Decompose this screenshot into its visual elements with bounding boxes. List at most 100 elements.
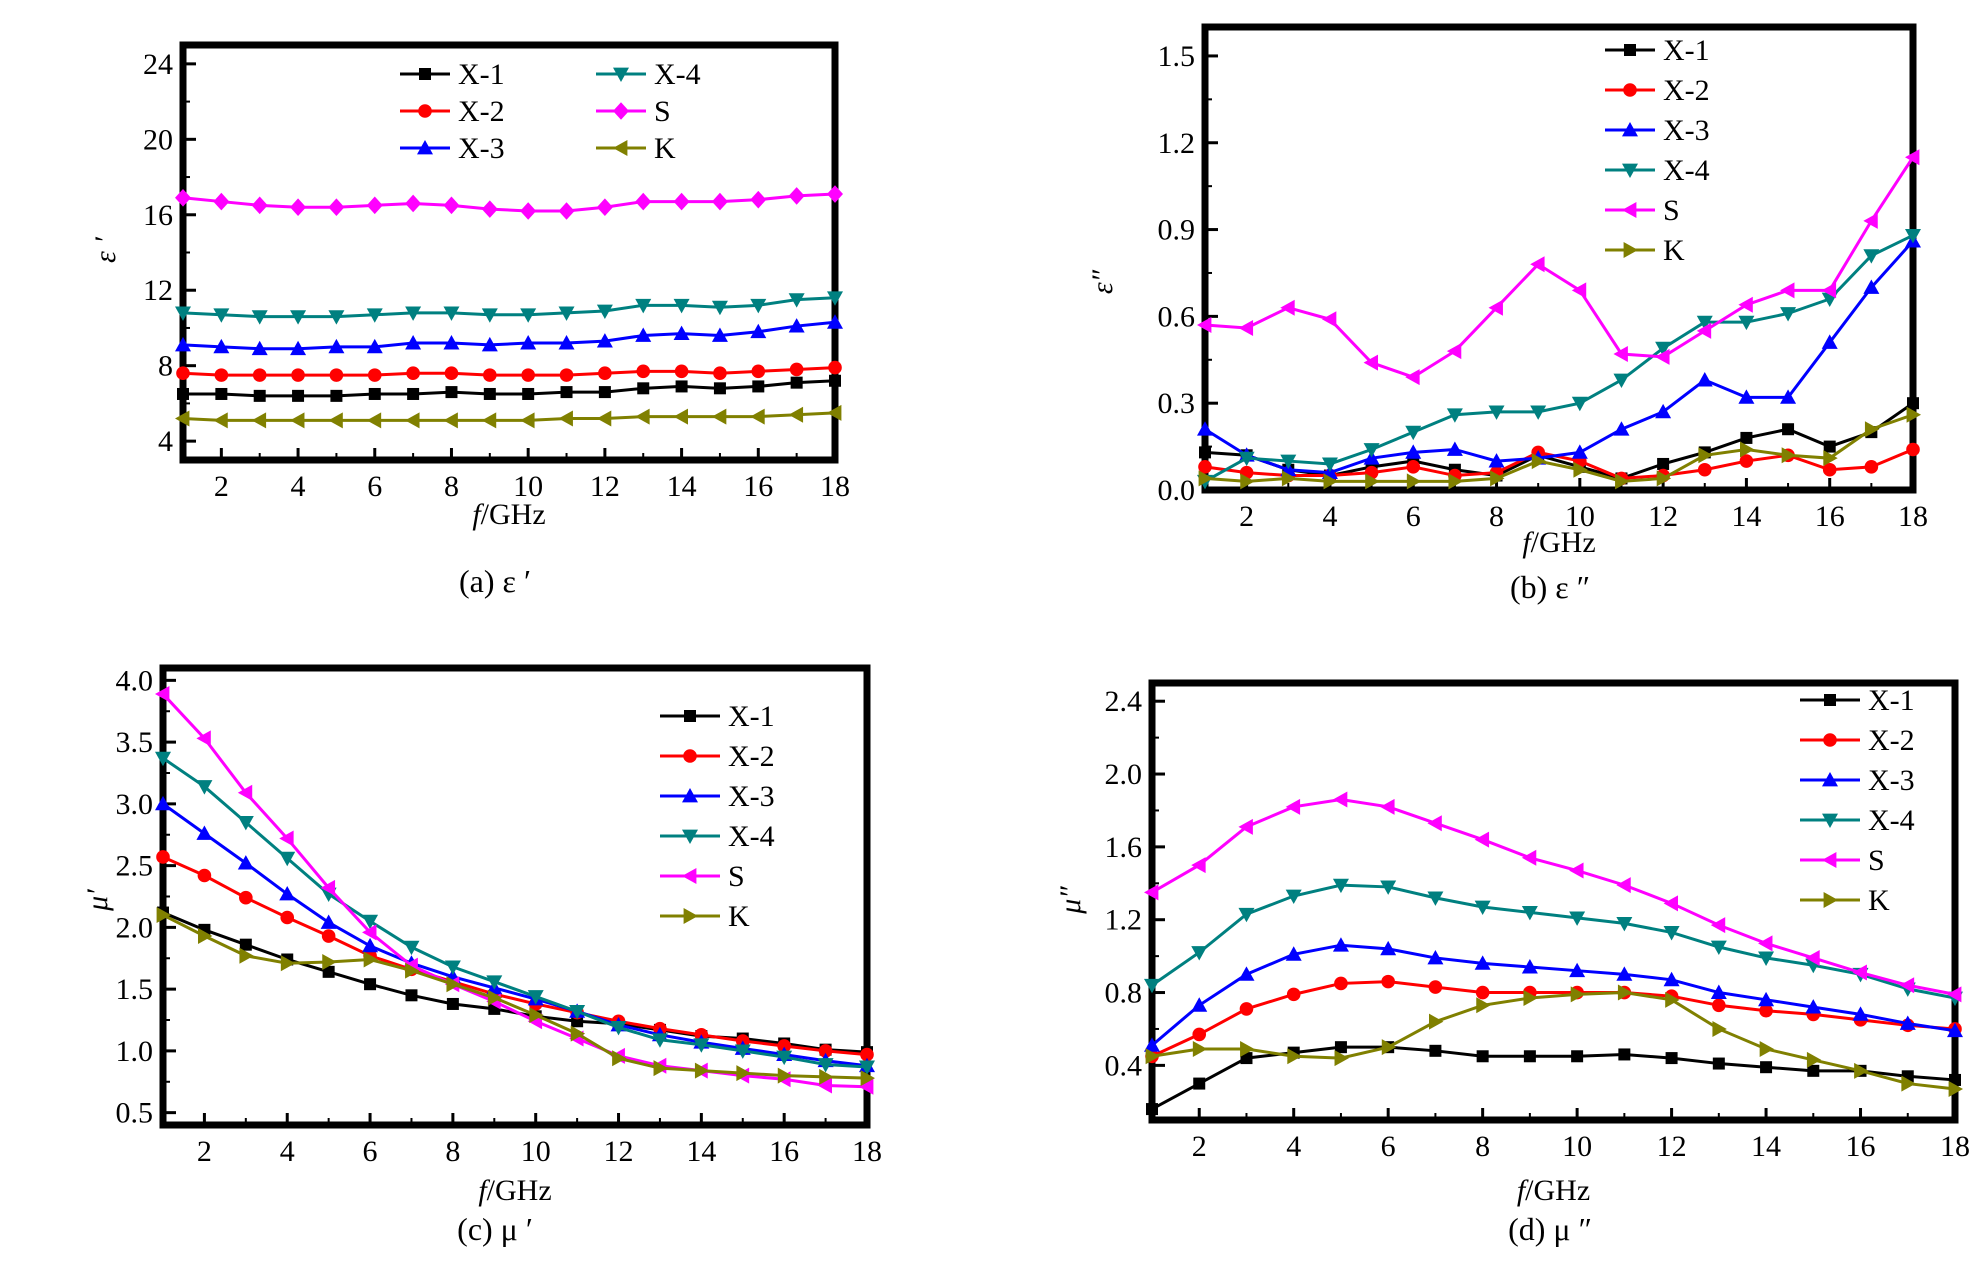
data-point bbox=[1948, 1081, 1963, 1098]
data-point bbox=[481, 200, 498, 218]
data-point bbox=[569, 1004, 586, 1020]
data-point bbox=[1823, 440, 1836, 453]
legend-label: X-1 bbox=[728, 700, 775, 733]
legend-label: X-3 bbox=[1663, 114, 1710, 147]
x-tick-label: 2 bbox=[1239, 500, 1254, 533]
data-point bbox=[328, 198, 345, 217]
data-point bbox=[1759, 1040, 1775, 1057]
x-tick-label: 18 bbox=[1940, 1130, 1970, 1163]
data-point bbox=[1758, 991, 1775, 1007]
legend-label: X-1 bbox=[458, 58, 505, 91]
data-point bbox=[197, 868, 212, 883]
data-point bbox=[829, 374, 841, 387]
x-axis-label-unit: /GHz bbox=[1531, 526, 1596, 559]
data-point bbox=[1780, 282, 1795, 299]
data-point bbox=[328, 412, 343, 429]
data-point bbox=[487, 989, 503, 1006]
series-X-4 bbox=[1144, 878, 1963, 1007]
data-point bbox=[328, 310, 345, 325]
legend-marker bbox=[683, 908, 698, 924]
data-point bbox=[366, 308, 383, 323]
data-point bbox=[1197, 317, 1212, 334]
data-point bbox=[213, 192, 230, 211]
data-point bbox=[1697, 462, 1712, 477]
series-K bbox=[1198, 406, 1921, 490]
y-tick-label: 2.0 bbox=[116, 911, 154, 944]
data-point bbox=[446, 997, 459, 1010]
data-point bbox=[596, 198, 613, 217]
data-point bbox=[291, 368, 305, 382]
data-point bbox=[1760, 1061, 1773, 1074]
data-point bbox=[859, 1060, 875, 1075]
data-point bbox=[1738, 389, 1755, 404]
data-point bbox=[1905, 228, 1921, 244]
data-point bbox=[1240, 473, 1255, 490]
data-point bbox=[1475, 985, 1490, 1000]
data-point bbox=[1531, 453, 1547, 470]
data-point bbox=[1332, 937, 1349, 952]
y-tick-label: 2.4 bbox=[1105, 685, 1143, 718]
data-point bbox=[481, 412, 497, 429]
data-point bbox=[1655, 348, 1670, 365]
data-point bbox=[443, 412, 458, 429]
data-point bbox=[405, 962, 420, 979]
data-point bbox=[175, 306, 191, 321]
data-point bbox=[1406, 473, 1422, 490]
data-point bbox=[279, 830, 294, 847]
legend-label: S bbox=[1868, 844, 1885, 877]
data-point bbox=[443, 196, 460, 215]
series-line bbox=[182, 366, 836, 377]
legend-label: X-3 bbox=[458, 132, 505, 165]
data-point bbox=[1571, 444, 1588, 459]
data-point bbox=[1474, 955, 1491, 970]
data-point bbox=[1192, 1027, 1207, 1042]
data-point bbox=[483, 387, 496, 400]
series-K bbox=[156, 907, 875, 1087]
data-point bbox=[1899, 1015, 1916, 1030]
x-tick-label: 4 bbox=[280, 1135, 295, 1168]
series-line bbox=[162, 855, 868, 1057]
data-point bbox=[328, 338, 345, 354]
data-point bbox=[1821, 334, 1838, 349]
data-point bbox=[251, 196, 268, 215]
data-point bbox=[237, 784, 253, 801]
legend-label: X-1 bbox=[1868, 684, 1915, 717]
data-point bbox=[1363, 354, 1378, 371]
legend-marker bbox=[683, 749, 697, 763]
x-axis-label: f/GHz bbox=[1517, 1174, 1590, 1207]
series-line bbox=[182, 320, 836, 351]
series-X-2 bbox=[156, 850, 874, 1062]
data-point bbox=[1710, 984, 1727, 999]
data-point bbox=[1144, 884, 1159, 901]
data-point bbox=[1521, 959, 1538, 974]
series-S bbox=[1197, 149, 1920, 386]
data-point bbox=[239, 947, 254, 964]
data-point bbox=[1947, 1022, 1963, 1038]
data-point bbox=[175, 410, 190, 427]
x-axis-label: f/GHz bbox=[478, 1174, 551, 1207]
data-point bbox=[1712, 1057, 1725, 1070]
data-point bbox=[612, 1050, 627, 1067]
data-point bbox=[213, 338, 230, 354]
data-point bbox=[635, 298, 652, 314]
data-point bbox=[1571, 282, 1587, 299]
legend-marker bbox=[1824, 694, 1836, 706]
legend-label: X-4 bbox=[654, 58, 701, 91]
x-tick-label: 8 bbox=[1489, 500, 1504, 533]
data-point bbox=[1616, 916, 1633, 932]
legend-label: X-4 bbox=[1868, 804, 1915, 837]
series-line bbox=[1204, 234, 1914, 483]
series-line bbox=[1151, 991, 1956, 1091]
y-tick-label: 2.0 bbox=[1105, 758, 1143, 791]
series-line bbox=[183, 379, 836, 398]
data-point bbox=[1899, 977, 1915, 994]
data-point bbox=[529, 1007, 544, 1024]
data-point bbox=[827, 314, 843, 329]
data-point bbox=[1285, 946, 1302, 961]
legend-label: X-2 bbox=[1868, 724, 1915, 757]
data-point bbox=[290, 310, 307, 325]
data-point bbox=[1615, 473, 1630, 490]
data-point bbox=[1334, 1041, 1347, 1054]
series-X-3 bbox=[1144, 937, 1963, 1052]
